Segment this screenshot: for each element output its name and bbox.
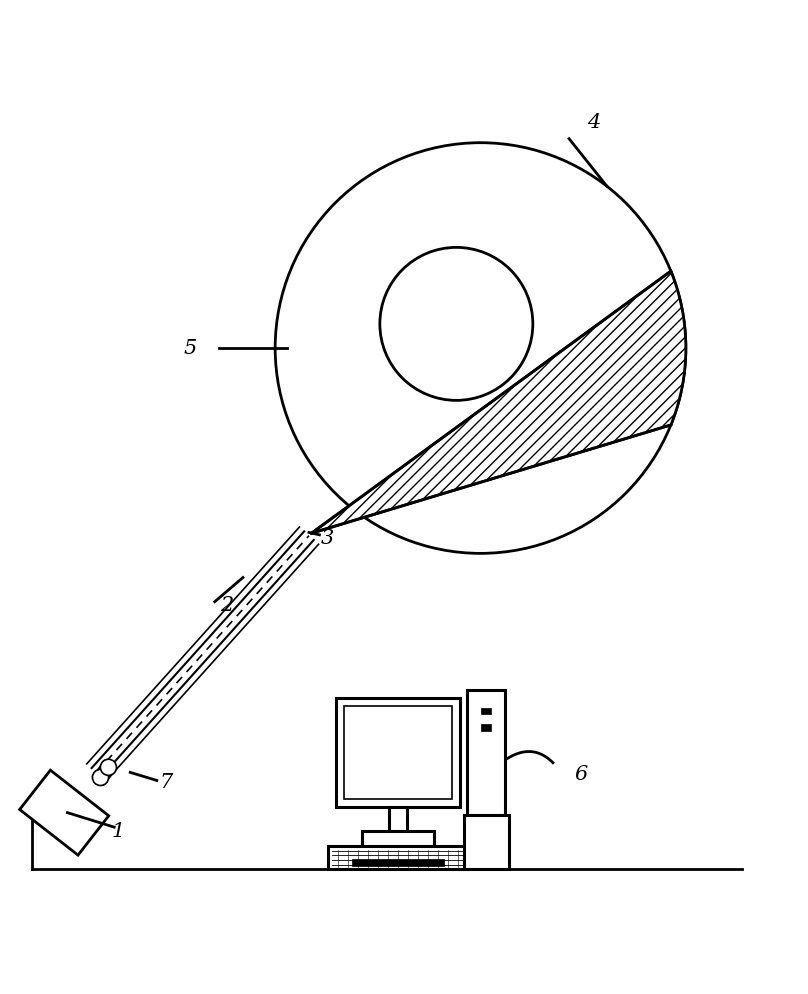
FancyBboxPatch shape xyxy=(351,860,444,866)
Text: 7: 7 xyxy=(160,773,173,792)
Text: 1: 1 xyxy=(112,822,124,841)
FancyBboxPatch shape xyxy=(327,847,469,869)
FancyBboxPatch shape xyxy=(343,707,452,799)
Polygon shape xyxy=(94,760,116,784)
Polygon shape xyxy=(311,271,686,533)
Circle shape xyxy=(92,769,108,785)
Text: 5: 5 xyxy=(184,339,197,358)
FancyBboxPatch shape xyxy=(362,831,434,847)
FancyBboxPatch shape xyxy=(389,807,406,831)
FancyBboxPatch shape xyxy=(335,699,461,807)
Text: 4: 4 xyxy=(587,113,600,132)
FancyBboxPatch shape xyxy=(464,815,509,869)
Text: 6: 6 xyxy=(574,765,587,784)
Circle shape xyxy=(100,759,116,775)
Text: 3: 3 xyxy=(321,530,335,549)
FancyBboxPatch shape xyxy=(482,724,491,731)
FancyBboxPatch shape xyxy=(467,690,506,815)
Text: 2: 2 xyxy=(221,596,234,615)
Polygon shape xyxy=(19,770,109,855)
FancyBboxPatch shape xyxy=(482,708,491,715)
